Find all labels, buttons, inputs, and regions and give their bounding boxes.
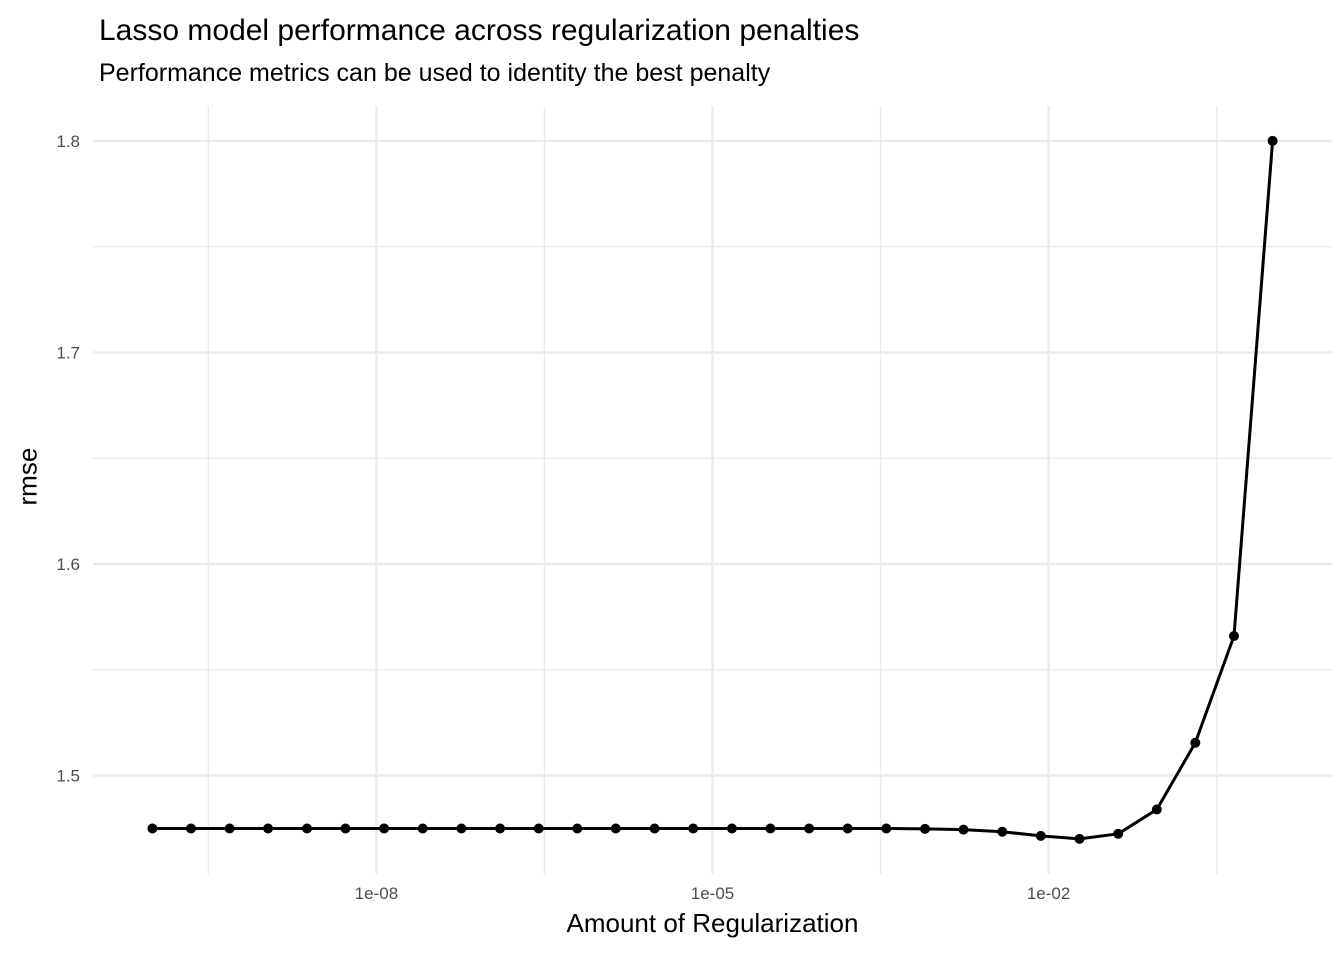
data-point (224, 823, 235, 834)
data-point (1074, 833, 1085, 844)
x-tick-label: 1e-05 (691, 884, 734, 903)
x-tick-label: 1e-02 (1027, 884, 1070, 903)
data-point (572, 823, 583, 834)
data-point (958, 824, 969, 835)
plot-subtitle: Performance metrics can be used to ident… (99, 59, 771, 87)
data-point (610, 823, 621, 834)
data-point (147, 823, 158, 834)
data-point (1229, 631, 1239, 641)
data-point (263, 823, 274, 834)
data-point (804, 823, 815, 834)
data-point (456, 823, 467, 834)
data-point (417, 823, 428, 834)
data-point (186, 823, 196, 834)
data-point (765, 823, 776, 834)
data-point (1113, 828, 1124, 839)
data-point (340, 823, 351, 834)
x-tick-label: 1e-08 (355, 884, 398, 903)
data-point (533, 823, 544, 834)
data-point (881, 823, 892, 834)
data-point (1151, 804, 1162, 815)
data-point (1190, 737, 1201, 748)
data-point (1267, 135, 1278, 146)
data-point (997, 826, 1008, 837)
data-point (920, 823, 930, 834)
x-axis-title: Amount of Regularization (566, 908, 859, 938)
y-tick-label: 1.8 (56, 132, 80, 151)
data-point (649, 823, 660, 834)
plot-title: Lasso model performance across regulariz… (99, 14, 860, 47)
series-line (152, 140, 1275, 841)
data-point (842, 823, 853, 834)
data-point (379, 823, 390, 834)
y-tick-label: 1.5 (56, 767, 80, 786)
y-tick-label: 1.6 (56, 555, 80, 574)
data-point (495, 823, 506, 834)
data-point (302, 823, 312, 834)
data-point (726, 823, 737, 834)
data-point (688, 823, 699, 834)
data-point (1035, 830, 1046, 841)
y-tick-label: 1.7 (56, 343, 80, 362)
